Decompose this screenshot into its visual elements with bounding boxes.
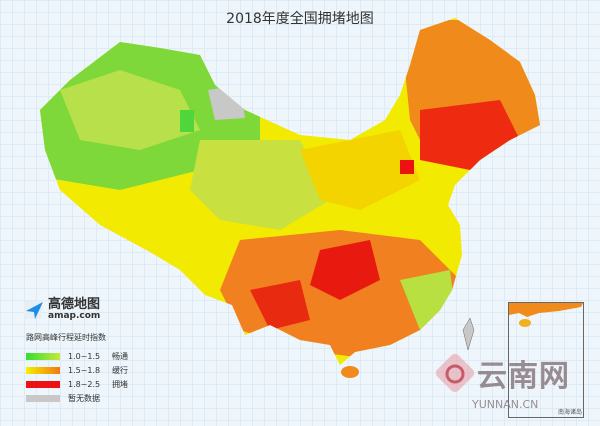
region-central-red [310,240,380,300]
cloud-logo-icon [435,353,475,393]
legend-label: 拥堵 [112,379,128,389]
region-xinjiang-lightgreen [60,70,200,150]
legend-label: 缓行 [112,365,128,375]
legend-item-smooth: 1.0~1.5 畅通 [26,349,128,363]
region-southwest-red [250,280,310,330]
map-title: 2018年度全国拥堵地图 [226,11,374,27]
south-china-sea-inset: 南海诸岛 [508,302,584,418]
watermark-en: YUNNAN.CN [472,398,539,411]
legend-swatch [26,380,60,388]
legend-range: 1.0~1.5 [68,351,101,361]
legend: 路网高峰行程延时指数 1.0~1.5 畅通 1.5~1.8 缓行 1.8~2.5… [26,332,128,405]
paper-plane-icon [24,299,44,321]
region-hainan [341,366,359,378]
logo-name: 高德地图 [48,297,101,312]
legend-item-congested: 1.8~2.5 拥堵 [26,377,128,391]
legend-item-no-data: 暂无数据 [26,391,128,405]
region-northeast-red [420,100,520,170]
region-taiwan-no-data [462,317,475,351]
legend-range: 1.5~1.8 [68,365,101,375]
legend-swatch [26,366,60,374]
region-north-yellow [300,130,420,210]
watermark-cn: 云南网 [477,359,570,394]
region-beijing-red [400,160,414,174]
legend-swatch [26,394,60,402]
legend-label: 暂无数据 [68,393,100,403]
legend-title: 路网高峰行程延时指数 [26,333,106,342]
amap-logo: 高德地图 amap.com [24,298,100,321]
region-qinghai-green [190,140,330,230]
inset-label: 南海诸岛 [557,409,582,416]
logo-url: amap.com [48,311,101,321]
legend-range: 1.8~2.5 [68,379,101,389]
legend-item-slow: 1.5~1.8 缓行 [26,363,128,377]
region-green-patch [180,110,194,132]
legend-swatch [26,352,60,360]
legend-label: 畅通 [112,351,128,361]
